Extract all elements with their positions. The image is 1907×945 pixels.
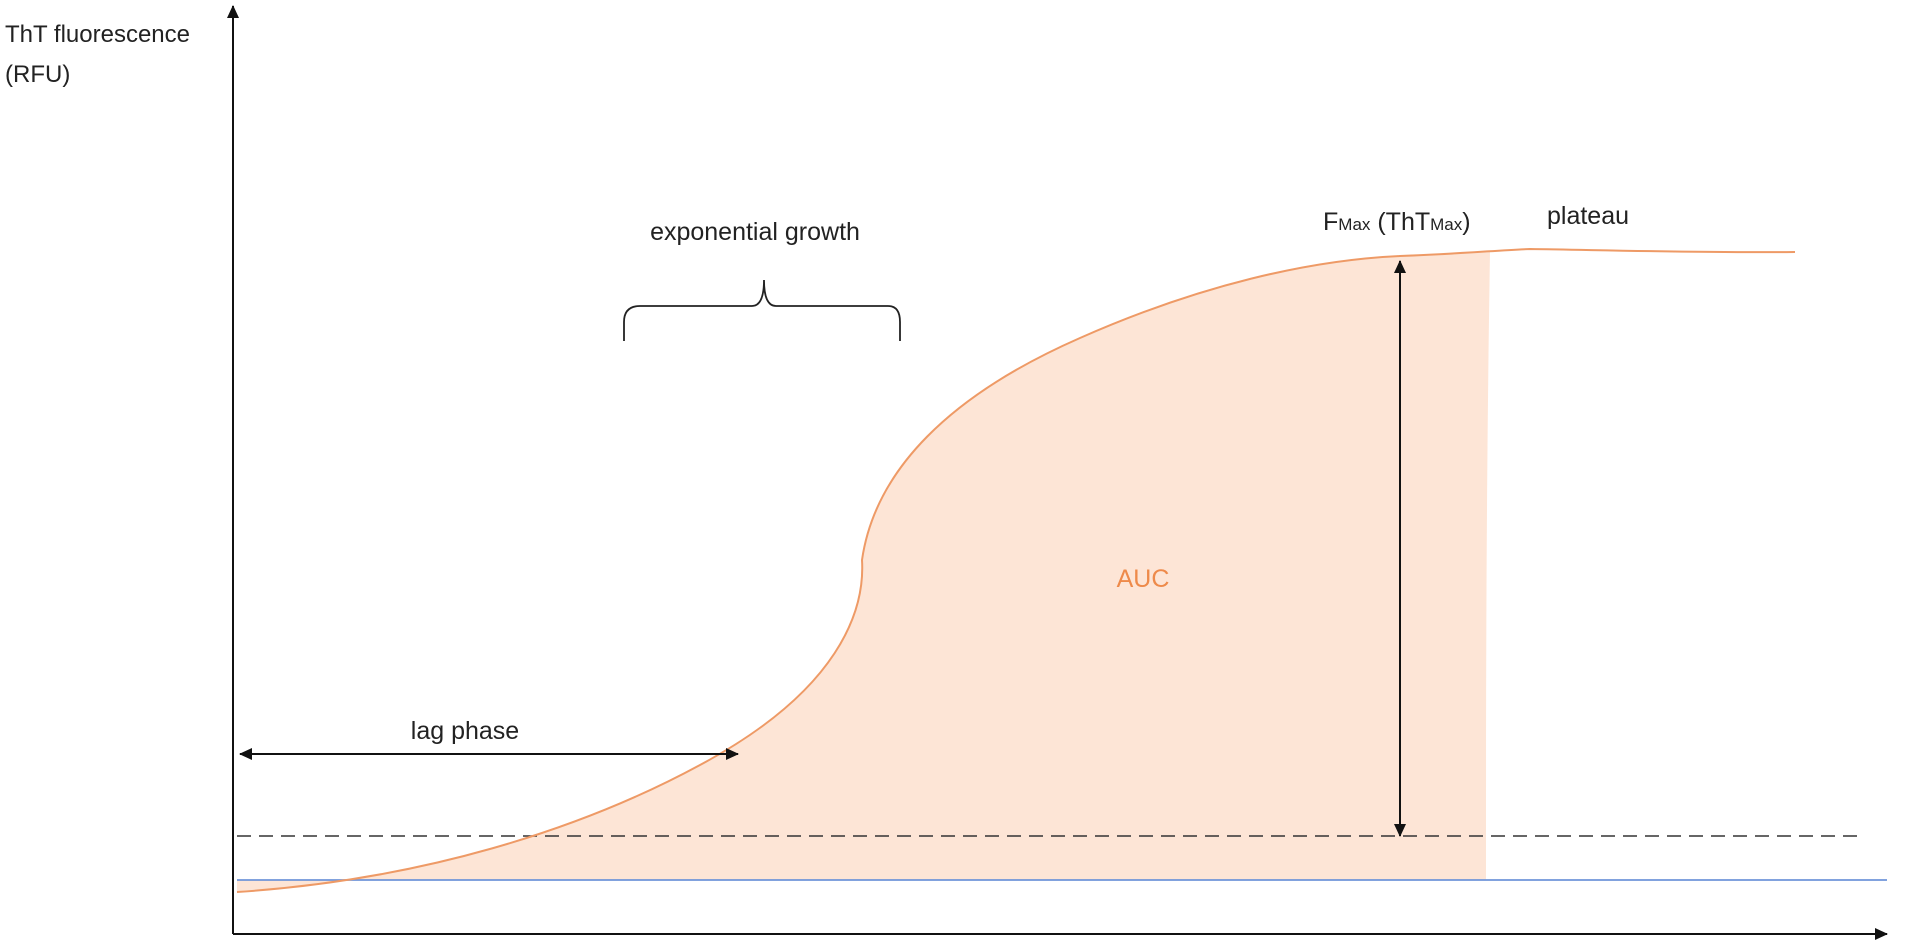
y-axis-label-line2: (RFU) [5, 61, 70, 88]
auc-label: AUC [1117, 565, 1170, 593]
fmax-label: FMax (ThTMax) [1323, 208, 1471, 236]
y-axis-label-line1: ThT fluorescence [5, 21, 190, 48]
exponential-growth-brace [623, 279, 901, 341]
lag-phase-label: lag phase [411, 717, 519, 745]
exponential-growth-label: exponential growth [650, 218, 860, 246]
plateau-label: plateau [1547, 202, 1629, 230]
auc-area [237, 252, 1490, 892]
sigmoid-curve [236, 247, 1796, 893]
